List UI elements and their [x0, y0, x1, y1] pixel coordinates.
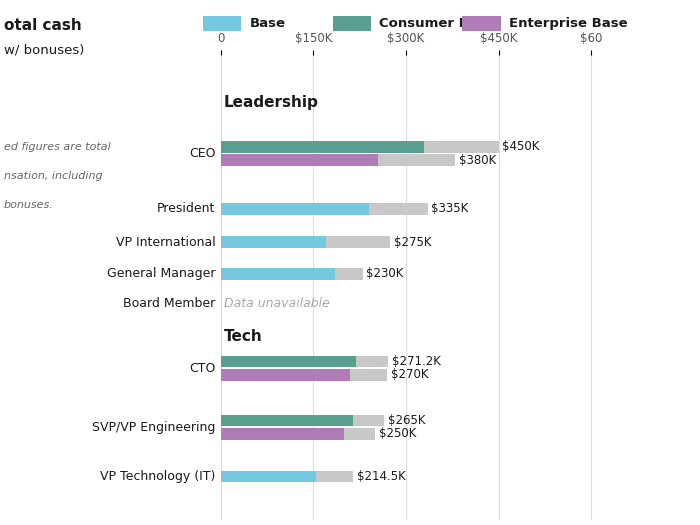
Bar [220, 236, 326, 248]
Bar [220, 203, 369, 215]
Bar [220, 154, 378, 166]
Bar [369, 203, 428, 215]
Text: CTO: CTO [189, 362, 216, 375]
Text: Board Member: Board Member [123, 297, 216, 310]
Text: Enterprise Base: Enterprise Base [509, 17, 627, 30]
Text: $380K: $380K [459, 154, 496, 167]
Text: General Manager: General Manager [107, 267, 216, 280]
Bar [316, 470, 353, 482]
Text: $250K: $250K [379, 427, 416, 440]
Text: President: President [158, 202, 216, 215]
Bar [354, 415, 384, 426]
Bar [335, 268, 363, 279]
Text: Tech: Tech [223, 329, 262, 344]
Text: otal cash: otal cash [4, 18, 81, 34]
Bar [220, 141, 424, 153]
Text: ed figures are total: ed figures are total [4, 142, 111, 152]
Text: nsation, including: nsation, including [4, 171, 102, 181]
Text: Data unavailable: Data unavailable [223, 297, 330, 310]
Text: $265K: $265K [388, 414, 426, 427]
Text: SVP/VP Engineering: SVP/VP Engineering [92, 421, 216, 434]
Bar [424, 141, 498, 153]
Bar [220, 470, 316, 482]
Bar [356, 355, 388, 367]
Bar [220, 369, 350, 381]
Text: Base: Base [250, 17, 286, 30]
Text: $270K: $270K [391, 369, 428, 381]
Bar [220, 428, 344, 440]
Text: $450K: $450K [503, 140, 540, 153]
Text: bonuses.: bonuses. [4, 200, 53, 209]
Bar [350, 369, 387, 381]
Text: VP International: VP International [116, 236, 216, 249]
Bar [220, 415, 354, 426]
Text: Consumer Base: Consumer Base [379, 17, 495, 30]
Text: $271.2K: $271.2K [392, 355, 441, 368]
Bar [326, 236, 391, 248]
Text: $275K: $275K [394, 236, 432, 249]
Text: CEO: CEO [189, 147, 216, 160]
Text: $230K: $230K [366, 267, 404, 280]
Bar [220, 355, 356, 367]
Bar [344, 428, 375, 440]
Text: VP Technology (IT): VP Technology (IT) [100, 470, 216, 483]
Text: $214.5K: $214.5K [357, 470, 405, 483]
Text: $335K: $335K [431, 202, 468, 215]
Text: Leadership: Leadership [223, 95, 318, 110]
Bar [220, 268, 335, 279]
Bar [378, 154, 455, 166]
Text: w/ bonuses): w/ bonuses) [4, 43, 84, 56]
